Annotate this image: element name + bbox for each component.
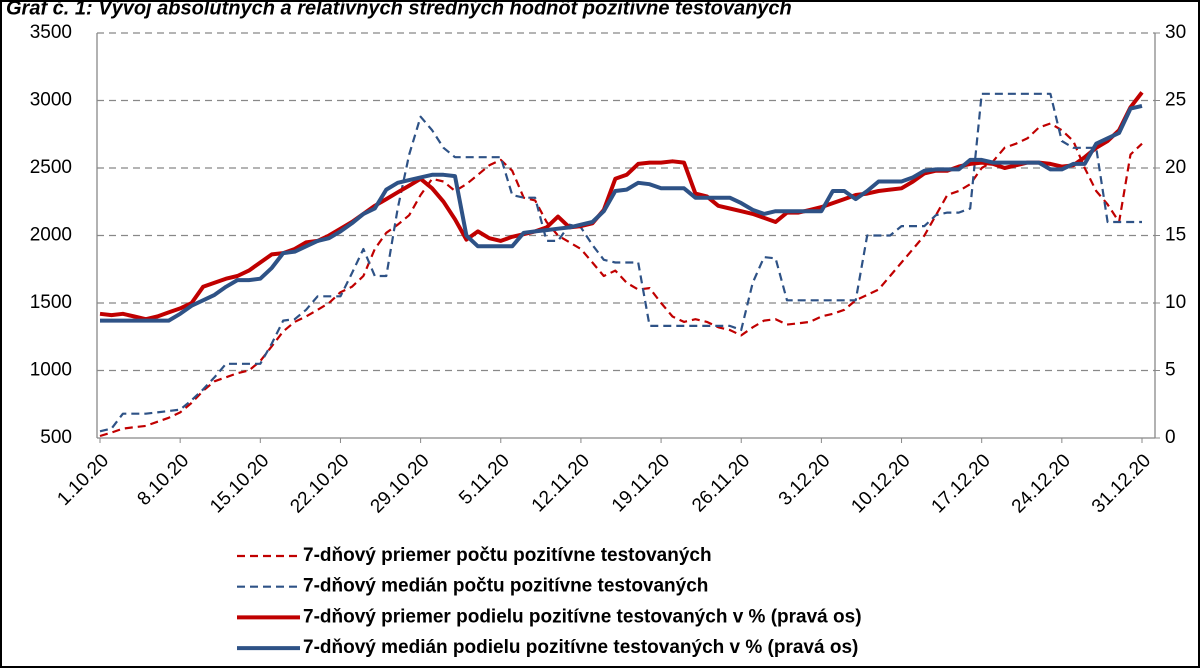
x-tick-label: 8.10.20 (134, 450, 194, 510)
series-line (99, 92, 1142, 433)
legend-label: 7-dňový medián počtu pozitívne testovaný… (303, 576, 708, 597)
x-tick-label: 31.12.20 (1088, 450, 1155, 517)
x-tick-label: 29.10.20 (367, 450, 434, 517)
y2-tick-label: 10 (1165, 292, 1186, 313)
y2-tick-label: 25 (1165, 90, 1186, 111)
legend-label: 7-dňový priemer počtu pozitívne testovan… (303, 545, 712, 566)
y2-tick-label: 15 (1165, 225, 1186, 246)
legend-label: 7-dňový medián podielu pozitívne testova… (303, 637, 858, 658)
y-tick-label: 3500 (30, 22, 72, 43)
x-tick-label: 3.12.20 (775, 450, 835, 510)
y-tick-label: 2500 (30, 157, 72, 178)
y2-tick-label: 5 (1165, 360, 1176, 381)
x-tick-label: 15.10.20 (206, 450, 273, 517)
y2-tick-label: 30 (1165, 22, 1186, 43)
y-tick-label: 3000 (30, 90, 72, 111)
x-tick-label: 17.12.20 (928, 450, 995, 517)
x-tick-label: 24.12.20 (1008, 450, 1075, 517)
series-line (99, 91, 1144, 322)
y-tick-label: 500 (40, 427, 72, 448)
y2-tick-label: 20 (1165, 157, 1186, 178)
series-line (99, 122, 1143, 438)
y-tick-label: 1000 (30, 360, 72, 381)
series-line (100, 103, 1143, 323)
x-tick-label: 12.11.20 (528, 450, 594, 516)
x-tick-label: 22.10.20 (286, 450, 353, 517)
x-tick-label: 19.11.20 (608, 450, 674, 516)
y2-tick-label: 0 (1165, 427, 1176, 448)
x-tick-label: 10.12.20 (847, 450, 914, 517)
legend-label: 7-dňový priemer podielu pozitívne testov… (303, 606, 862, 627)
chart-title: Graf č. 1: Vývoj absolútnych a relatívny… (6, 0, 792, 19)
x-tick-label: 1.10.20 (53, 450, 113, 510)
x-tick-label: 26.11.20 (688, 450, 754, 516)
y-tick-label: 1500 (30, 292, 72, 313)
y-tick-label: 2000 (30, 225, 72, 246)
x-tick-label: 5.11.20 (455, 450, 514, 509)
